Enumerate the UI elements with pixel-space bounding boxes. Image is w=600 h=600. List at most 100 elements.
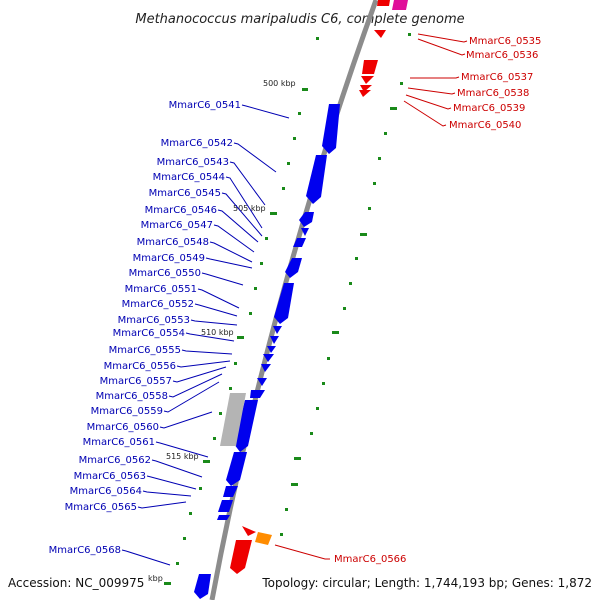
- gene-mmarc6-0559[interactable]: [250, 390, 265, 398]
- tick-mark: [294, 457, 301, 460]
- forward-strand-genes: [194, 104, 340, 599]
- gene-mmarc6-0541[interactable]: [322, 104, 340, 154]
- gene-label[interactable]: MmarC6_0546: [145, 205, 217, 216]
- gene-mmarc6-0549[interactable]: [285, 258, 302, 278]
- gene-mmarc6-0547[interactable]: [301, 228, 309, 236]
- gene-label[interactable]: MmarC6_0542: [161, 138, 233, 149]
- gene-label[interactable]: MmarC6_0535: [469, 36, 541, 47]
- tick-mark: [298, 112, 301, 115]
- gene-mmarc6-0535b[interactable]: [374, 30, 386, 38]
- gene-label[interactable]: MmarC6_0558: [96, 391, 168, 402]
- gene-mmarc6-0557[interactable]: [261, 364, 271, 372]
- reverse-strand-genes: [230, 0, 408, 574]
- gene-mmarc6-0568[interactable]: [194, 574, 211, 599]
- gene-mmarc6-0540[interactable]: [359, 90, 371, 97]
- tick-mark: [176, 562, 179, 565]
- tick-mark: [373, 182, 376, 185]
- gene-mmarc6-0536[interactable]: [392, 0, 408, 10]
- gene-label[interactable]: MmarC6_0545: [149, 188, 221, 199]
- gene-label[interactable]: MmarC6_0540: [449, 120, 521, 131]
- gene-mmarc6-0567[interactable]: [255, 532, 272, 545]
- gene-label[interactable]: MmarC6_0543: [157, 157, 229, 168]
- tick-mark: [237, 336, 244, 339]
- genome-backbone: [209, 0, 379, 600]
- tick-mark: [293, 137, 296, 140]
- gene-mmarc6-0561[interactable]: [234, 400, 258, 452]
- gene-label[interactable]: MmarC6_0562: [79, 455, 151, 466]
- gene-label[interactable]: MmarC6_0550: [129, 268, 201, 279]
- tick-mark: [260, 262, 263, 265]
- gene-label[interactable]: MmarC6_0544: [153, 172, 225, 183]
- left-label-connectors: [121, 104, 290, 566]
- gene-mmarc6-0538[interactable]: [361, 76, 374, 84]
- tick-mark: [285, 508, 288, 511]
- gene-mmarc6-0550[interactable]: [274, 283, 294, 324]
- gene-label[interactable]: MmarC6_0554: [113, 328, 185, 339]
- gene-label[interactable]: MmarC6_0560: [87, 422, 159, 433]
- right-label-connectors: [274, 33, 468, 560]
- kbp-label-515: 515 kbp: [166, 452, 199, 461]
- gene-mmarc6-0564[interactable]: [218, 500, 233, 512]
- gene-label[interactable]: MmarC6_0537: [461, 72, 533, 83]
- tick-mark: [360, 233, 367, 236]
- gene-label[interactable]: MmarC6_0563: [74, 471, 146, 482]
- gene-label[interactable]: MmarC6_0565: [65, 502, 137, 513]
- gene-mmarc6-0563[interactable]: [223, 486, 238, 497]
- gene-label[interactable]: MmarC6_0561: [83, 437, 155, 448]
- gene-label[interactable]: MmarC6_0566: [334, 554, 406, 565]
- gene-mmarc6-0554[interactable]: [270, 336, 279, 344]
- gene-label[interactable]: MmarC6_0559: [91, 406, 163, 417]
- tick-mark: [368, 207, 371, 210]
- gene-label[interactable]: MmarC6_0536: [466, 50, 538, 61]
- gene-label[interactable]: MmarC6_0553: [118, 315, 190, 326]
- gene-mmarc6-0558[interactable]: [257, 378, 267, 386]
- gene-label[interactable]: MmarC6_0552: [122, 299, 194, 310]
- gene-mmarc6-0560[interactable]: [220, 393, 246, 446]
- tick-mark: [254, 287, 257, 290]
- gene-mmarc6-0546[interactable]: [299, 212, 314, 227]
- topology-text: Topology: circular; Length: 1,744,193 bp…: [261, 576, 592, 590]
- gene-label[interactable]: MmarC6_0551: [125, 284, 197, 295]
- tick-mark: [378, 157, 381, 160]
- tick-mark: [280, 533, 283, 536]
- gene-mmarc6-0537[interactable]: [362, 60, 378, 74]
- tick-mark: [390, 107, 397, 110]
- gene-label[interactable]: MmarC6_0556: [104, 361, 176, 372]
- kbp-label-500: 500 kbp: [263, 79, 296, 88]
- right-gene-labels: MmarC6_0535 MmarC6_0536 MmarC6_0537 Mmar…: [334, 36, 541, 565]
- tick-mark: [408, 33, 411, 36]
- gene-mmarc6-0542[interactable]: [306, 155, 327, 204]
- tick-mark: [302, 88, 308, 91]
- gene-label[interactable]: MmarC6_0555: [109, 345, 181, 356]
- kbp-label-510: 510 kbp: [201, 328, 234, 337]
- gene-label[interactable]: MmarC6_0568: [49, 545, 121, 556]
- tick-mark: [400, 82, 403, 85]
- tick-mark: [219, 412, 222, 415]
- gene-label[interactable]: MmarC6_0549: [133, 253, 205, 264]
- gene-mmarc6-0548[interactable]: [293, 238, 306, 247]
- tick-mark: [164, 582, 171, 585]
- tick-mark: [349, 282, 352, 285]
- tick-mark: [322, 382, 325, 385]
- gene-mmarc6-0555[interactable]: [267, 346, 276, 353]
- gene-mmarc6-0535[interactable]: [377, 0, 390, 6]
- gene-label[interactable]: MmarC6_0547: [141, 220, 213, 231]
- gene-mmarc6-0566a[interactable]: [242, 526, 256, 536]
- gene-label[interactable]: MmarC6_0557: [100, 376, 172, 387]
- gene-label[interactable]: MmarC6_0548: [137, 237, 209, 248]
- gene-mmarc6-0566[interactable]: [230, 540, 252, 574]
- map-title: Methanococcus maripaludis C6, complete g…: [135, 12, 464, 27]
- tick-mark: [249, 312, 252, 315]
- gene-label[interactable]: MmarC6_0538: [457, 88, 529, 99]
- gene-mmarc6-0556[interactable]: [263, 354, 274, 362]
- tick-mark: [270, 212, 277, 215]
- gene-mmarc6-0562[interactable]: [226, 452, 247, 486]
- gene-mmarc6-0553[interactable]: [273, 326, 282, 334]
- gene-label[interactable]: MmarC6_0539: [453, 103, 525, 114]
- gene-label[interactable]: MmarC6_0564: [70, 486, 142, 497]
- gene-mmarc6-0565[interactable]: [217, 515, 230, 520]
- gene-label[interactable]: MmarC6_0541: [169, 100, 241, 111]
- tick-mark: [199, 487, 202, 490]
